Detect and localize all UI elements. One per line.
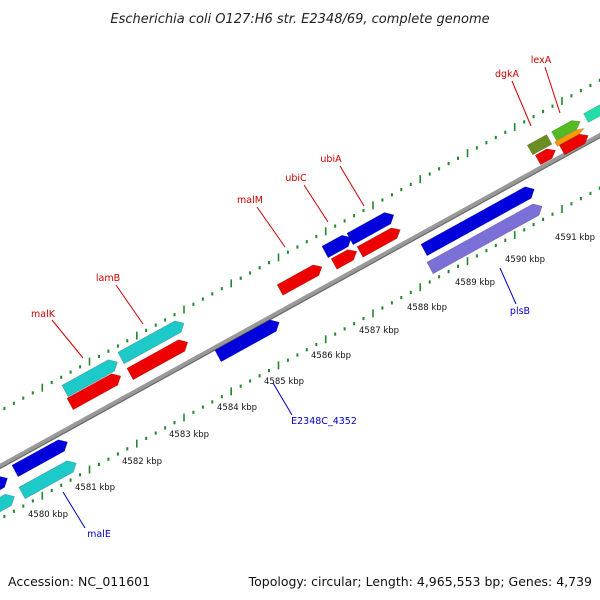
gene-label-malK[interactable]: malK [31,309,56,320]
gene-label-lexA[interactable]: lexA [531,55,552,66]
gene-cyan-left[interactable] [0,493,15,516]
gene-label-ubiA[interactable]: ubiA [320,154,342,165]
gene-label-lamB[interactable]: lamB [96,273,120,284]
gene-label-dgkA[interactable]: dgkA [495,69,520,80]
gene-label-E2348C_4352[interactable]: E2348C_4352 [291,416,357,427]
ticks-bottom [3,186,600,519]
gene-red-1[interactable] [66,373,122,411]
tick-label: 4582 kbp [122,457,162,467]
ticks-top [3,78,600,411]
genes [0,104,600,516]
genome-backbone [0,132,600,470]
gene-blue-left-a[interactable] [0,476,8,494]
genome-backbone-shadow [0,136,600,470]
leader-E2348C_4352 [272,382,293,416]
gene-E2348C_4352[interactable] [214,319,280,363]
leader-malM [256,206,286,248]
gene-malM[interactable] [276,264,323,296]
tick-label: 4586 kbp [311,351,351,361]
gene-label-malM[interactable]: malM [237,195,263,206]
gene-red-dgk[interactable] [534,148,556,166]
tick-label: 4587 kbp [359,326,399,336]
gene-blue-long[interactable] [420,186,535,257]
gene-ubiA-blue[interactable] [346,212,395,246]
gene-ubiA[interactable] [356,227,401,258]
leader-dgkA [511,80,532,127]
leader-lexA [544,66,561,114]
gene-label-malE[interactable]: malE [87,529,111,540]
gene-lexA-b[interactable] [583,104,600,123]
tick-label: 4585 kbp [264,377,304,387]
tick-label: 4590 kbp [505,255,545,265]
accession-text: Accession: NC_011601 [8,574,150,589]
gene-ubiC-blue[interactable] [321,234,352,259]
leader-malE [62,491,86,529]
gene-orange[interactable] [554,128,585,147]
leader-malK [51,319,84,359]
leader-ubiC [303,184,329,223]
leader-plsB [499,267,517,305]
tick-label: 4588 kbp [407,303,447,313]
map-title: Escherichia coli O127:H6 str. E2348/69, … [110,12,489,27]
gene-ubiC[interactable] [330,249,358,270]
gene-label-plsB[interactable]: plsB [510,306,530,317]
leader-lamB [115,284,144,325]
gene-malK[interactable] [61,359,118,398]
gene-malE[interactable] [18,460,77,500]
gene-red-lex[interactable] [558,133,589,156]
tick-label: 4589 kbp [455,278,495,288]
gene-blue-left-b[interactable] [11,439,68,478]
gene-lexA[interactable] [551,120,581,141]
tick-label: 4580 kbp [28,510,68,520]
tick-label: 4584 kbp [217,403,257,413]
tick-label: 4581 kbp [75,483,115,493]
label-leaders [51,66,561,529]
gene-label-ubiC[interactable]: ubiC [285,173,307,184]
gene-plsB[interactable] [426,203,543,275]
tick-label: 4591 kbp [555,233,595,243]
gene-lamB[interactable] [117,320,185,365]
genome-summary-text: Topology: circular; Length: 4,965,553 bp… [248,574,592,589]
tick-label: 4583 kbp [169,430,209,440]
gene-dgkA[interactable] [526,134,553,156]
gene-red-2[interactable] [126,339,189,381]
leader-ubiA [339,165,365,207]
